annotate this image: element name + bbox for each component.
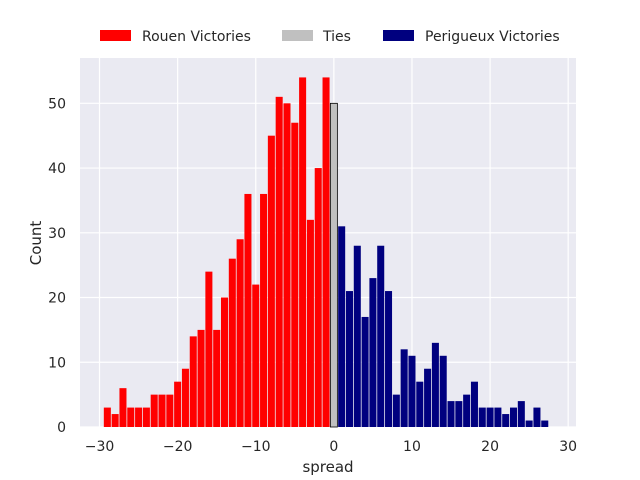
bar-rouen-victories [181, 368, 189, 427]
bar-perigueux-victories [455, 401, 463, 427]
bar-perigueux-victories [439, 355, 447, 427]
bar-perigueux-victories [502, 414, 510, 427]
bar-perigueux-victories [509, 407, 518, 427]
bar-rouen-victories [220, 297, 229, 427]
y-tick-label: 0 [57, 420, 66, 436]
bar-perigueux-victories [517, 401, 525, 427]
bar-rouen-victories [252, 284, 260, 427]
y-tick-label: 10 [48, 355, 66, 371]
bar-rouen-victories [244, 193, 252, 427]
bar-perigueux-victories [470, 381, 478, 427]
bar-rouen-victories [260, 193, 268, 427]
bar-rouen-victories [291, 122, 299, 427]
x-tick-label: 30 [559, 439, 577, 455]
legend: Rouen Victories Ties Perigueux Victories [100, 29, 560, 45]
x-tick-label: 10 [403, 439, 421, 455]
bar-rouen-victories [166, 394, 174, 427]
bars-group [103, 77, 549, 428]
bar-ties [329, 102, 338, 428]
bar-rouen-victories [127, 407, 135, 427]
bar-rouen-victories [205, 271, 213, 427]
bar-perigueux-victories [494, 407, 502, 427]
bar-rouen-victories [314, 168, 322, 428]
x-tick-label: −30 [85, 439, 115, 455]
bar-rouen-victories [150, 394, 158, 427]
bar-rouen-victories [135, 407, 143, 427]
bar-rouen-victories [299, 77, 307, 427]
legend-label-ties: Ties [322, 29, 351, 45]
x-tick-label: 0 [329, 439, 338, 455]
bar-perigueux-victories [353, 245, 361, 427]
x-tick-label: −10 [241, 439, 271, 455]
bar-rouen-victories [119, 388, 127, 427]
legend-swatch-rouen [100, 30, 131, 41]
y-tick-labels: 0 10 20 30 40 50 [48, 96, 66, 436]
bar-rouen-victories [103, 407, 111, 427]
bar-rouen-victories [189, 336, 197, 427]
bar-perigueux-victories [541, 420, 549, 427]
x-tick-label: −20 [163, 439, 193, 455]
y-tick-label: 40 [48, 161, 66, 177]
bar-rouen-victories [197, 329, 205, 427]
bar-rouen-victories [306, 219, 314, 427]
bar-rouen-victories [158, 394, 166, 427]
bar-rouen-victories [228, 258, 236, 427]
bar-perigueux-victories [431, 342, 439, 427]
legend-label-rouen: Rouen Victories [142, 29, 251, 45]
y-tick-label: 20 [48, 291, 66, 307]
bar-rouen-victories [236, 239, 244, 427]
bar-rouen-victories [142, 407, 150, 427]
bar-rouen-victories [283, 103, 291, 427]
legend-swatch-perigueux [383, 30, 414, 41]
bar-perigueux-victories [424, 368, 432, 427]
y-axis-label: Count [27, 221, 45, 266]
bar-perigueux-victories [361, 316, 369, 427]
bar-perigueux-victories [525, 420, 533, 427]
legend-label-perigueux: Perigueux Victories [425, 29, 560, 45]
bar-rouen-victories [267, 135, 275, 427]
bar-perigueux-victories [385, 291, 393, 427]
bar-rouen-victories [111, 414, 119, 427]
y-tick-label: 30 [48, 226, 66, 242]
bar-perigueux-victories [533, 407, 541, 427]
bar-perigueux-victories [377, 245, 385, 427]
bar-perigueux-victories [408, 355, 416, 427]
bar-perigueux-victories [486, 407, 494, 427]
bar-perigueux-victories [416, 381, 424, 427]
bar-perigueux-victories [345, 291, 353, 427]
bar-perigueux-victories [447, 401, 455, 427]
bar-rouen-victories [213, 329, 221, 427]
x-axis-label: spread [302, 458, 353, 476]
bar-rouen-victories [322, 77, 330, 427]
legend-swatch-ties [282, 30, 313, 41]
x-tick-label: 20 [481, 439, 499, 455]
x-tick-labels: −30 −20 −10 0 10 20 30 [85, 439, 577, 455]
bar-perigueux-victories [392, 394, 400, 427]
bar-rouen-victories [174, 381, 182, 427]
bar-perigueux-victories [369, 278, 377, 427]
bar-perigueux-victories [478, 407, 486, 427]
bar-perigueux-victories [400, 349, 408, 427]
bar-perigueux-victories [338, 226, 346, 427]
bar-rouen-victories [275, 96, 283, 427]
y-tick-label: 50 [48, 96, 66, 112]
bar-perigueux-victories [463, 394, 471, 427]
